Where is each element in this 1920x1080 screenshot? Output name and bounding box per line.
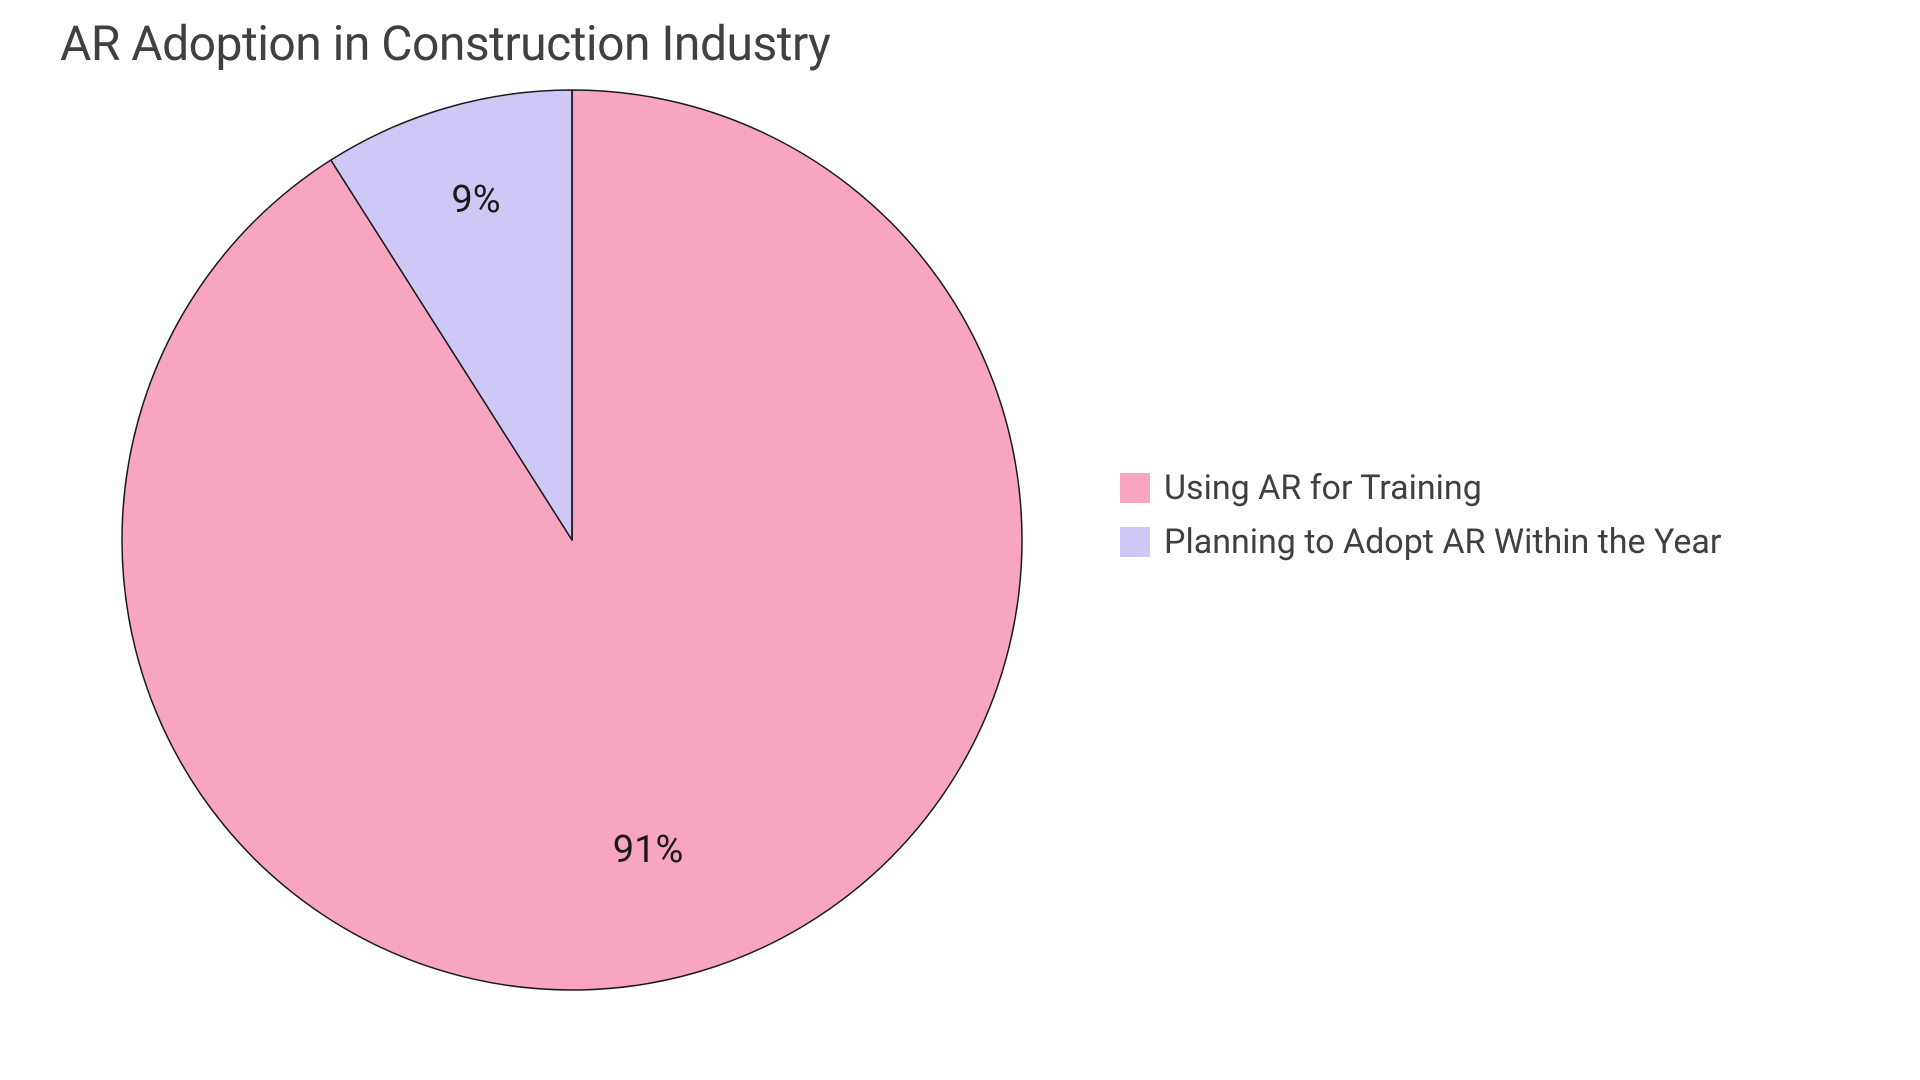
legend-item-0: Using AR for Training <box>1120 468 1721 508</box>
legend: Using AR for Training Planning to Adopt A… <box>1120 468 1721 562</box>
legend-label-1: Planning to Adopt AR Within the Year <box>1164 522 1721 562</box>
pie-chart <box>120 88 1024 992</box>
slice-label-0: 91% <box>613 828 684 872</box>
legend-swatch-0 <box>1120 473 1150 503</box>
legend-item-1: Planning to Adopt AR Within the Year <box>1120 522 1721 562</box>
chart-stage: AR Adoption in Construction Industry Usi… <box>0 0 1920 1080</box>
chart-title: AR Adoption in Construction Industry <box>60 15 830 72</box>
pie-svg <box>120 88 1024 992</box>
legend-swatch-1 <box>1120 527 1150 557</box>
slice-label-1: 9% <box>451 178 500 222</box>
legend-label-0: Using AR for Training <box>1164 468 1482 508</box>
